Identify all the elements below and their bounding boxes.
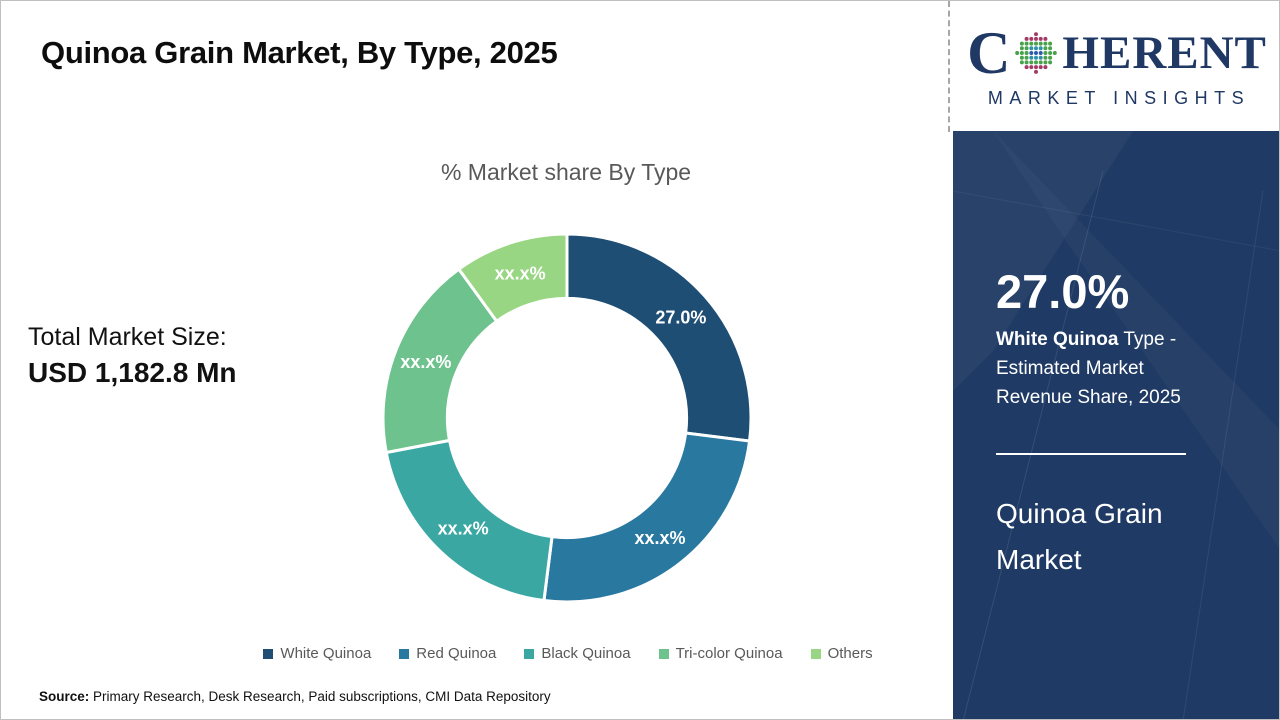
logo-letter-c: C — [967, 20, 1011, 86]
source-line: Source: Primary Research, Desk Research,… — [39, 689, 551, 704]
donut-data-label: xx.x% — [495, 264, 546, 284]
legend-swatch-icon — [524, 648, 535, 659]
total-market-value: USD 1,182.8 Mn — [28, 357, 237, 388]
legend-label: Tri-color Quinoa — [675, 645, 783, 662]
donut-data-label: xx.x% — [438, 519, 489, 539]
donut-data-label: 27.0% — [655, 308, 706, 328]
legend-swatch-icon — [263, 648, 274, 659]
donut-data-label: xx.x% — [635, 528, 686, 548]
logo-globe-icon — [1015, 32, 1058, 74]
chart-title: % Market share By Type — [440, 159, 692, 185]
legend-swatch-icon — [810, 648, 821, 659]
logo-subtitle: MARKET INSIGHTS — [987, 88, 1251, 108]
donut-chart: 27.0% xx.x% xx.x% xx.x% xx.x% — [381, 232, 753, 604]
total-market-label: Total Market Size: — [28, 323, 227, 351]
chart-legend: White Quinoa Red Quinoa Black Quinoa Tri-co… — [183, 645, 953, 662]
stat-value: 27.0% — [996, 265, 1130, 318]
total-market-block: Total Market Size: USD 1,182.8 Mn — [28, 323, 237, 389]
stat-description-rest: Type - Estimated Market Revenue Share, 2… — [996, 329, 1181, 408]
donut-segment-red-quinoa[interactable] — [542, 431, 752, 604]
donut-segment-white-quinoa[interactable] — [565, 232, 753, 443]
logo-word-rest: HERENT — [1062, 26, 1267, 79]
legend-label: White Quinoa — [280, 645, 372, 662]
stat-description-bold: White Quinoa — [996, 329, 1119, 350]
source-text: Primary Research, Desk Research, Paid su… — [89, 689, 551, 704]
market-name: Quinoa Grain Market — [996, 498, 1163, 575]
sidebar-map-texture — [953, 131, 1279, 719]
donut-segment-others[interactable] — [456, 232, 569, 324]
brand-logo: C HERENT MARKET INSIGHTS — [953, 1, 1279, 131]
stat-description: White Quinoa Type - Estimated Market Rev… — [996, 325, 1208, 412]
donut-data-label: xx.x% — [400, 352, 451, 372]
legend-label: Others — [827, 645, 873, 662]
logo-wordmark: C HERENT — [967, 23, 1267, 83]
legend-swatch-icon — [658, 648, 669, 659]
legend-label: Black Quinoa — [541, 645, 631, 662]
right-sidebar: 27.0% White Quinoa Type - Estimated Mark… — [953, 131, 1279, 719]
legend-swatch-icon — [399, 648, 410, 659]
legend-label: Red Quinoa — [416, 645, 497, 662]
legend-item-black-quinoa[interactable]: Black Quinoa — [524, 645, 631, 662]
legend-item-tri-color-quinoa[interactable]: Tri-color Quinoa — [658, 645, 783, 662]
legend-item-others[interactable]: Others — [810, 645, 873, 662]
header-dashed-divider — [948, 1, 950, 132]
legend-item-red-quinoa[interactable]: Red Quinoa — [399, 645, 496, 662]
page-title: Quinoa Grain Market, By Type, 2025 — [41, 35, 558, 70]
source-label: Source: — [39, 689, 90, 704]
legend-item-white-quinoa[interactable]: White Quinoa — [263, 645, 371, 662]
sidebar-divider — [996, 453, 1186, 455]
